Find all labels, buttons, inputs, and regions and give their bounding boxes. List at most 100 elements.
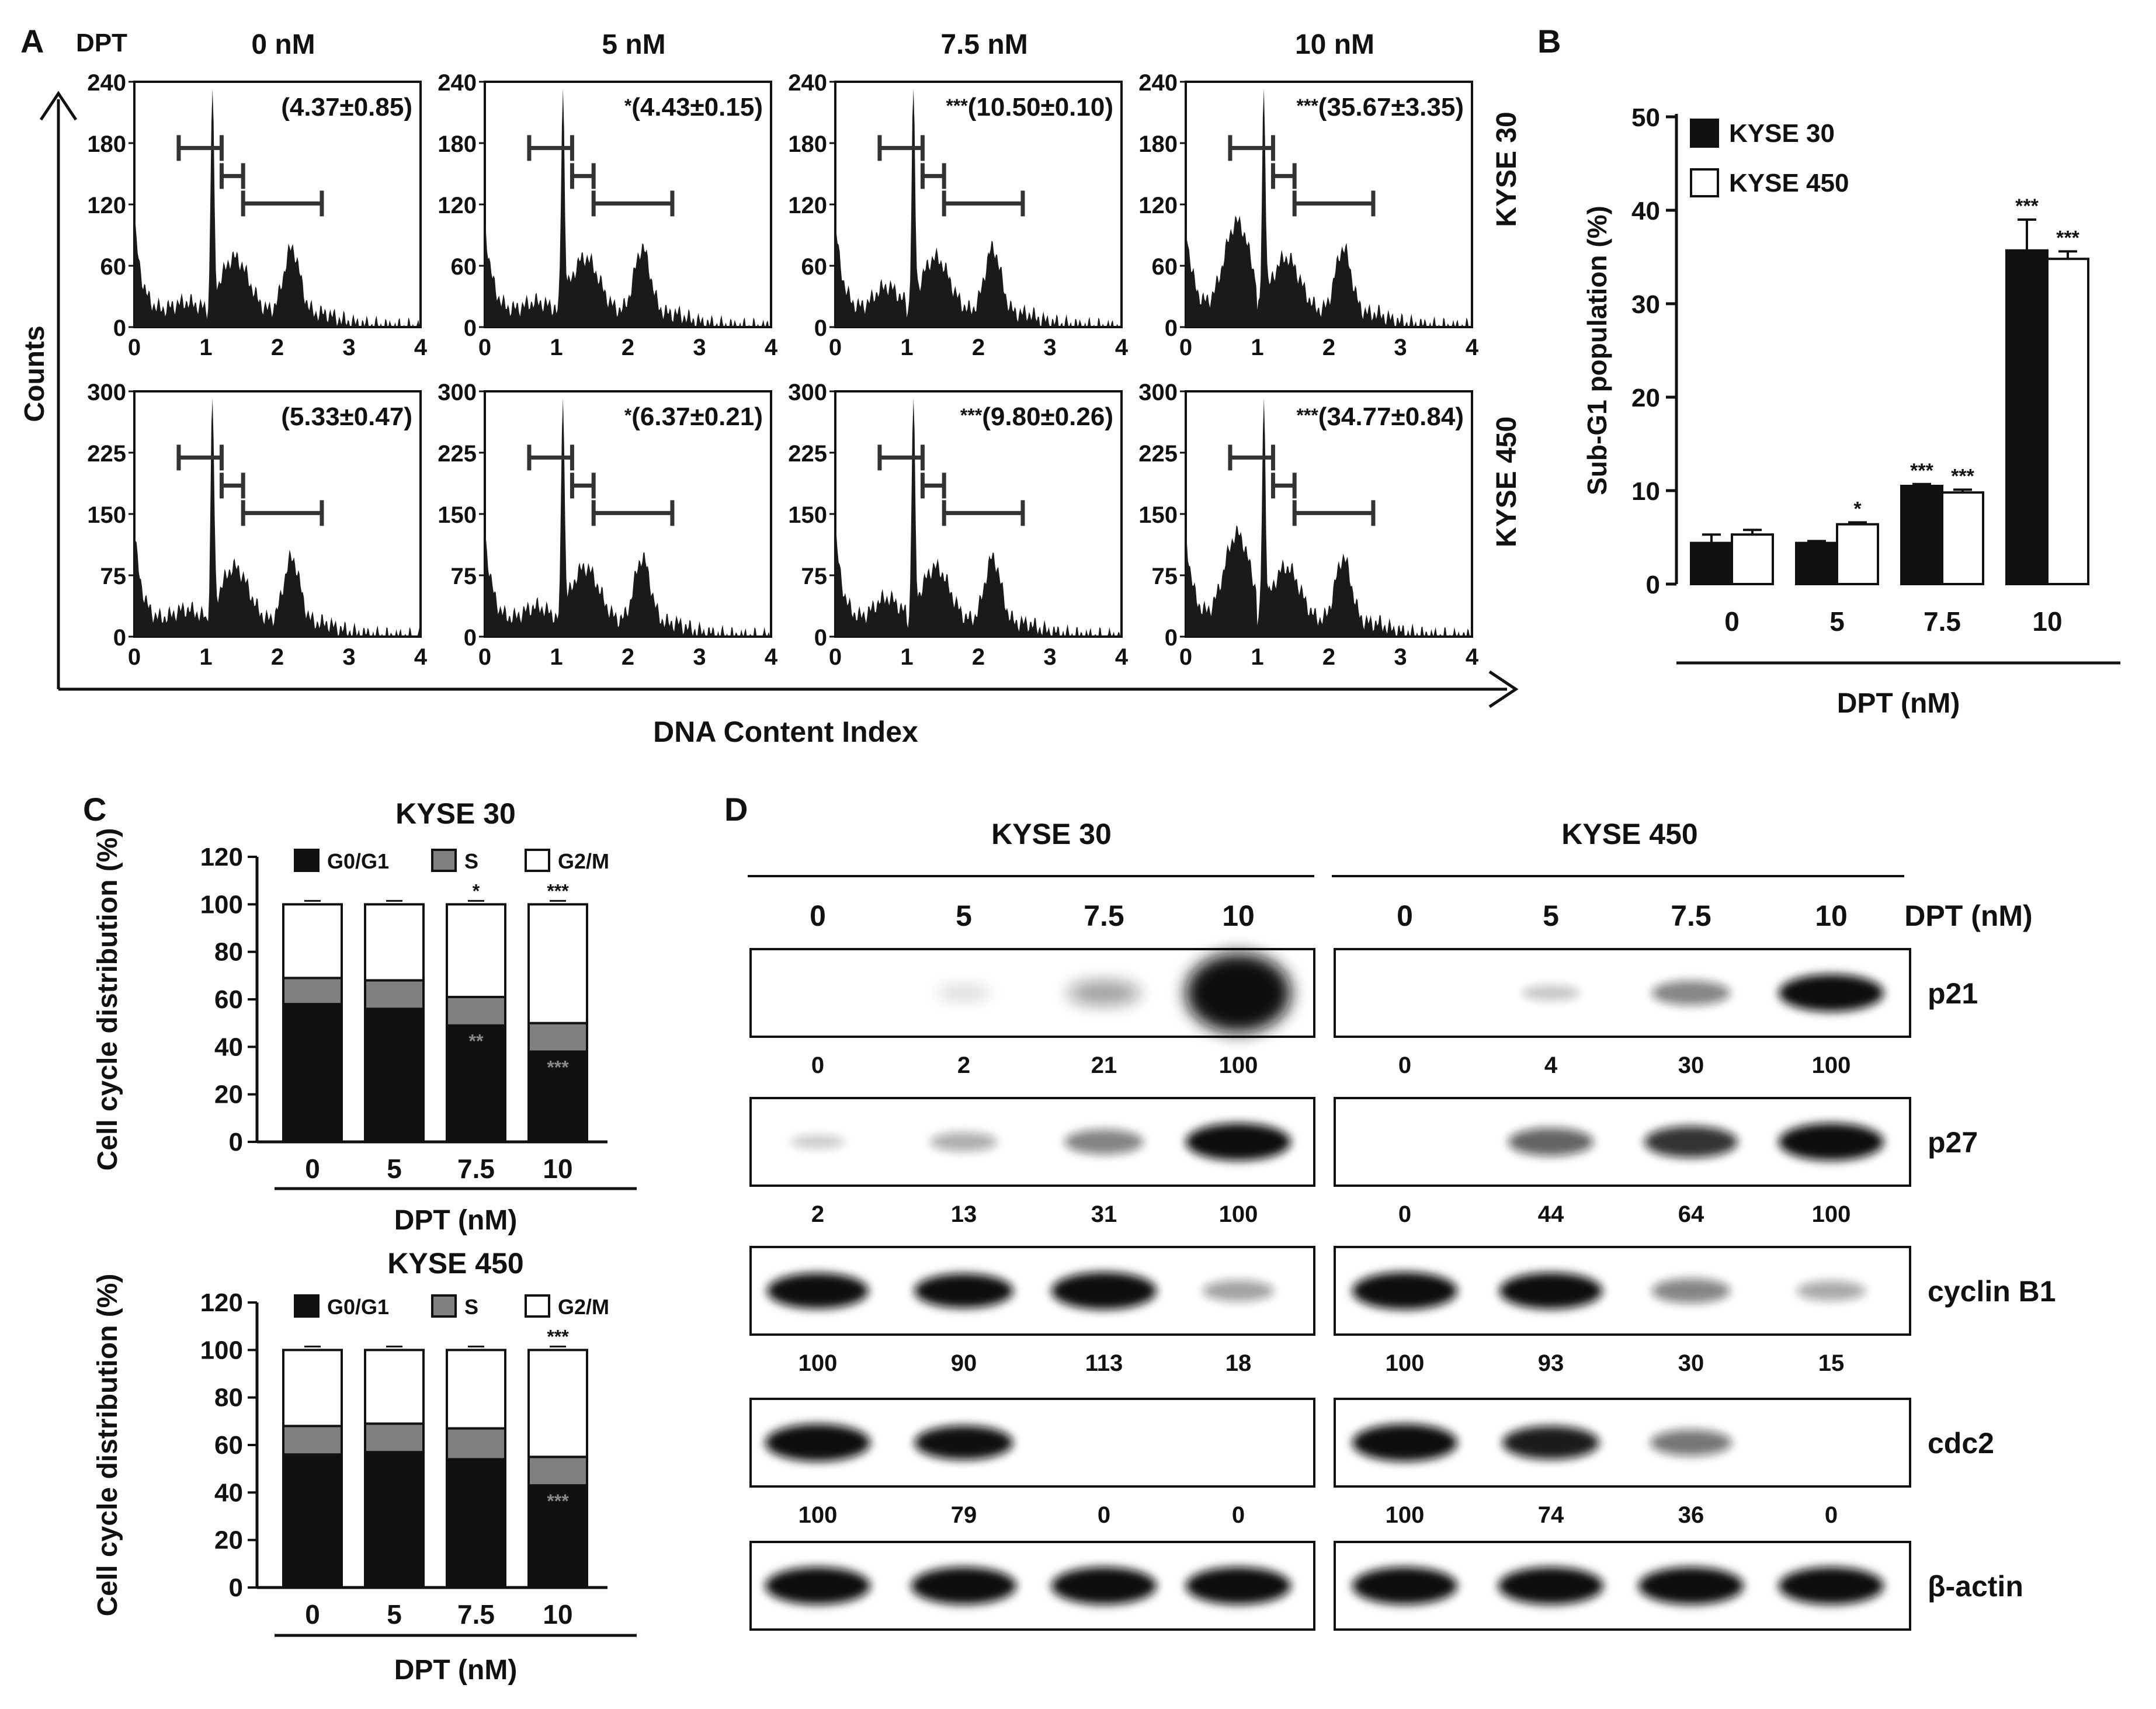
group-label-kyse30: KYSE 30	[991, 818, 1112, 850]
blot-band	[914, 1273, 1013, 1308]
panel-b: B 0 10 20 30 40 50 Sub-G1 population (%) 0 * 5 ***…	[1537, 23, 2120, 719]
y-tick-label: 180	[1138, 131, 1178, 157]
y-tick-label: 225	[87, 441, 126, 467]
y-tick-label: 150	[788, 502, 827, 528]
histogram-area	[485, 89, 771, 327]
panel-label-c: C	[83, 791, 106, 828]
y-tick-label: 0	[1646, 571, 1660, 599]
y-tick-label: 225	[438, 441, 477, 467]
sub-g1-annotation: ***(35.67±3.35)	[1296, 93, 1464, 121]
y-tick-label: 120	[1138, 193, 1178, 218]
y-tick-label: 240	[438, 70, 477, 96]
x-tick-label: 3	[1394, 335, 1407, 360]
sub-g1-annotation: *(6.37±0.21)	[624, 402, 763, 431]
legend-swatch	[525, 849, 550, 872]
quant-value: 100	[798, 1502, 838, 1528]
legend-label: G2/M	[558, 1295, 609, 1319]
blot-band	[936, 987, 992, 999]
significance-star: ***	[960, 405, 982, 426]
x-tick-label: 3	[1394, 644, 1407, 670]
y-tick-label: 180	[788, 131, 827, 157]
blot-band	[1779, 1567, 1884, 1604]
x-tick-label: 5	[387, 1154, 402, 1184]
quant-value: 13	[951, 1201, 977, 1227]
significance-star: *	[624, 405, 632, 426]
stacked-bar-segment	[446, 995, 506, 1027]
x-tick-label: 3	[1043, 644, 1056, 670]
quant-value: 44	[1538, 1201, 1564, 1227]
quant-value: 64	[1678, 1201, 1704, 1227]
quant-value: 0	[1398, 1201, 1411, 1227]
lane-label: 0	[1397, 899, 1413, 932]
conc-label-7-5: 7.5 nM	[940, 29, 1027, 60]
chart-title: KYSE 30	[395, 797, 516, 830]
stacked-bar-segment	[364, 903, 425, 982]
row-label-kyse30: KYSE 30	[1491, 112, 1522, 227]
legend-label: G0/G1	[327, 1295, 389, 1319]
x-tick-label: 2	[622, 644, 634, 670]
sub-g1-annotation: *(4.43±0.15)	[624, 93, 763, 121]
stacked-bar-segment	[364, 979, 425, 1010]
y-axis-arrowhead	[39, 91, 78, 121]
sub-g1-annotation: ***(10.50±0.10)	[946, 93, 1113, 121]
quant-value: 0	[811, 1053, 824, 1078]
panel-label-a: A	[20, 23, 44, 60]
y-tick-label: 120	[438, 193, 477, 218]
significance-mark: **	[469, 1031, 484, 1052]
blot-band	[1651, 980, 1731, 1006]
legend-label: G2/M	[558, 849, 609, 873]
x-tick-label: 3	[693, 335, 706, 360]
quant-value: 90	[951, 1350, 977, 1376]
y-axis-title: Sub-G1 population (%)	[1582, 206, 1612, 495]
x-tick-label: 4	[414, 644, 428, 670]
x-tick-label: 1	[1251, 335, 1263, 360]
x-tick-label: 4	[1466, 644, 1479, 670]
x-tick-label: 2	[622, 335, 634, 360]
y-tick-label: 0	[1165, 625, 1178, 651]
y-tick-label: 10	[1631, 477, 1660, 506]
sub-g1-value: (6.37±0.21)	[631, 402, 763, 431]
blot-band	[1186, 953, 1291, 1033]
y-tick-label: 120	[200, 843, 243, 871]
x-tick-label: 7.5	[457, 1154, 495, 1184]
y-tick-label: 150	[87, 502, 126, 528]
blot-band	[1067, 981, 1141, 1005]
histogram-area	[835, 89, 1122, 327]
sub-g1-value: (10.50±0.10)	[968, 93, 1113, 121]
significance-mark: ***	[547, 1491, 569, 1512]
blot-band	[1522, 985, 1580, 1001]
y-tick-label: 75	[100, 564, 127, 589]
x-tick-label: 3	[342, 335, 355, 360]
legend-swatch	[431, 849, 457, 872]
bar	[1941, 491, 1984, 586]
blot-band	[1352, 1424, 1457, 1461]
sub-g1-bar-chart: 0 10 20 30 40 50 Sub-G1 population (%) 0 * 5 *** **…	[1582, 103, 2120, 719]
legend-label: S	[464, 1295, 478, 1319]
blot-band	[765, 1567, 870, 1604]
x-tick-label: 0	[1179, 335, 1192, 360]
quant-value: 2	[811, 1201, 824, 1227]
bar	[2005, 249, 2049, 585]
y-tick-label: 300	[438, 380, 477, 405]
sub-g1-annotation: ***(9.80±0.26)	[960, 402, 1113, 431]
y-tick-label: 0	[113, 625, 126, 651]
legend-label: S	[464, 849, 478, 873]
row-label-kyse450: KYSE 450	[1491, 416, 1522, 547]
legend-label: KYSE 30	[1729, 119, 1835, 148]
blot-band	[1502, 1426, 1600, 1460]
legend-label: G0/G1	[327, 849, 389, 873]
y-tick-label: 120	[87, 193, 126, 218]
x-tick-label: 7.5	[1924, 606, 1961, 637]
x-tick-label: 1	[550, 644, 563, 670]
group-label-kyse450: KYSE 450	[1561, 818, 1697, 850]
significance-mark: ***	[2015, 195, 2039, 217]
quant-value: 100	[1219, 1201, 1258, 1227]
blot-band	[1498, 1567, 1603, 1604]
y-tick-label: 60	[214, 985, 243, 1014]
y-tick-label: 80	[214, 1384, 243, 1412]
stacked-bar-segment	[527, 1022, 588, 1053]
quant-value: 79	[951, 1502, 977, 1528]
y-tick-label: 180	[87, 131, 126, 157]
